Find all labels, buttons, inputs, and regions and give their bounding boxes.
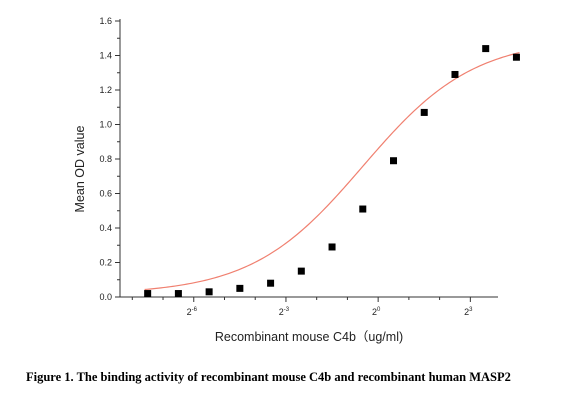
data-point (144, 290, 152, 298)
y-tick-label: 0.2 (99, 258, 112, 268)
fit-curve (144, 51, 520, 291)
data-point (236, 284, 244, 292)
y-axis-title: Mean OD value (73, 126, 87, 213)
data-point (390, 157, 398, 165)
data-point (512, 53, 520, 61)
data-point (451, 70, 459, 78)
data-point (267, 279, 275, 287)
y-tick-label: 1.6 (99, 16, 112, 26)
data-point (359, 205, 367, 213)
data-point (174, 290, 182, 298)
data-point (420, 108, 428, 116)
x-tick-label: 23 (464, 307, 473, 317)
figure-caption: Figure 1. The binding activity of recomb… (26, 370, 511, 384)
y-tick-label: 1.4 (99, 51, 112, 61)
y-tick-label: 0.4 (99, 223, 112, 233)
y-tick-label: 0.6 (99, 189, 112, 199)
y-tick-label: 1.2 (99, 85, 112, 95)
y-tick-label: 0.8 (99, 154, 112, 164)
data-point (297, 267, 305, 275)
x-tick-label: 2-6 (187, 307, 198, 317)
data-point (328, 243, 336, 251)
y-tick-label: 0.0 (99, 292, 112, 302)
x-tick-label: 2-3 (279, 307, 290, 317)
y-tick-label: 1.0 (99, 120, 112, 130)
data-point (205, 288, 213, 296)
x-axis-title: Recombinant mouse C4b（ug/ml) (215, 330, 403, 344)
data-point (482, 45, 490, 53)
x-tick-label: 20 (372, 307, 381, 317)
